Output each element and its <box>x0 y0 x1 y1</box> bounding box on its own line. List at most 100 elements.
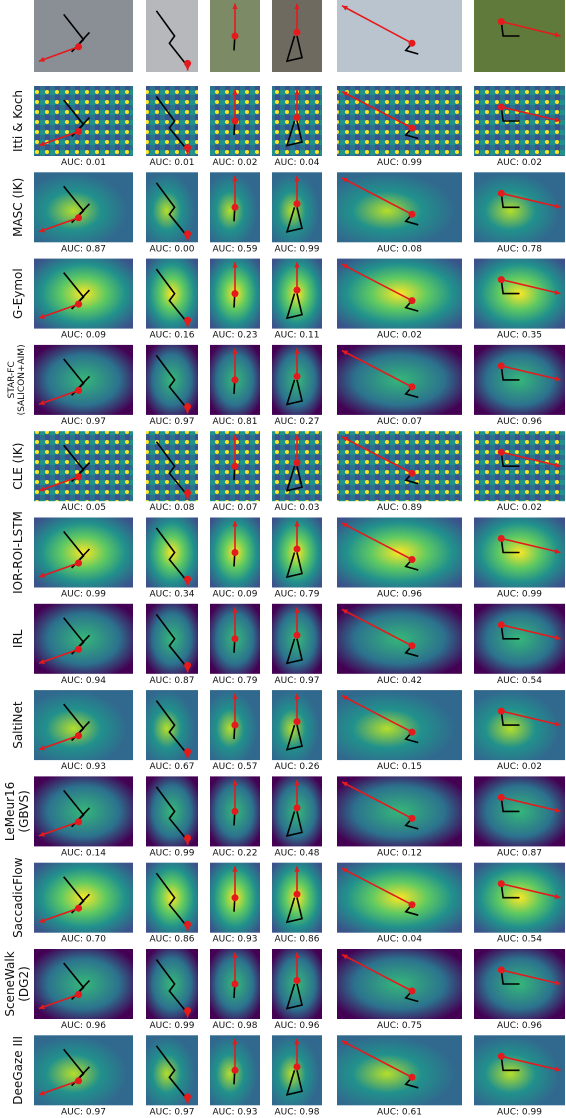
arrow-head <box>554 289 561 295</box>
arrow-head <box>294 175 300 182</box>
auc-label: AUC: 0.78 <box>497 244 542 254</box>
saliency-map <box>146 258 198 329</box>
auc-label: AUC: 0.99 <box>497 1107 542 1117</box>
scanpath <box>500 279 520 295</box>
arrow-head <box>38 227 45 233</box>
model-label: IOR-ROI-LSTM <box>11 511 25 594</box>
arrow-head <box>342 177 348 183</box>
fixation <box>293 718 301 726</box>
arrow-head <box>554 980 561 986</box>
auc-label: AUC: 0.93 <box>213 1107 258 1117</box>
scanpath <box>500 365 520 381</box>
arrow-head <box>232 348 238 354</box>
saccade-arrow <box>501 1055 561 1072</box>
saliency-map <box>146 603 198 674</box>
saccade-arrow <box>341 953 413 992</box>
fixation <box>293 1063 301 1071</box>
arrow-head <box>232 693 238 700</box>
scanpath <box>155 1045 189 1101</box>
auc-label: AUC: 0.08 <box>377 244 422 254</box>
auc-label: AUC: 0.89 <box>377 503 422 513</box>
model-label: STAR-FC(SALICON+AIM) <box>7 344 27 415</box>
saccade-arrow <box>501 20 561 37</box>
fixation <box>231 635 239 643</box>
saccade-arrow <box>341 1040 413 1079</box>
model-label-line: SceneWalk <box>3 951 17 1016</box>
arrow-head <box>38 313 45 319</box>
arrow-head <box>294 952 300 958</box>
fixation <box>408 556 416 563</box>
scanpath <box>285 293 303 320</box>
scanpath <box>285 120 303 147</box>
saccade-arrow <box>501 796 561 813</box>
arrow-head <box>342 350 348 356</box>
fixation <box>75 991 83 998</box>
fixation <box>497 448 505 456</box>
auc-label: AUC: 0.02 <box>497 762 542 772</box>
arrow-head <box>232 521 238 527</box>
saliency-map <box>146 517 198 588</box>
saccade-arrow <box>341 867 413 906</box>
saccade-arrow <box>38 648 79 665</box>
auc-label: AUC: 0.22 <box>213 848 258 858</box>
arrow-head <box>38 400 45 406</box>
scanpath <box>500 624 520 640</box>
fixation <box>75 128 83 135</box>
model-label-line: LeMeur16 <box>3 782 17 841</box>
model-label: CLE (IK) <box>11 443 25 490</box>
scanpath <box>285 207 303 233</box>
fixation <box>293 804 301 812</box>
saccade-arrow <box>38 475 79 492</box>
saccade-arrow <box>501 537 561 554</box>
saccade-arrow <box>38 993 79 1010</box>
arrow-head <box>294 262 300 268</box>
scanpath <box>285 724 303 751</box>
arrow-head <box>554 462 561 468</box>
fixation <box>184 230 192 238</box>
auc-label: AUC: 0.96 <box>275 1021 320 1031</box>
scanpath <box>285 379 303 406</box>
auc-label: AUC: 0.26 <box>275 762 320 772</box>
fixation <box>75 473 83 481</box>
arrow-head <box>554 721 561 727</box>
fixation <box>231 1066 239 1074</box>
auc-label: AUC: 0.09 <box>61 331 106 341</box>
model-label-line: (GBVS) <box>17 790 31 832</box>
scanpath <box>500 21 520 37</box>
fixation <box>408 383 416 391</box>
arrow-head <box>554 893 561 899</box>
fixation <box>293 890 301 898</box>
fixation <box>75 732 83 740</box>
saliency-map <box>34 603 133 674</box>
saccade-arrow <box>38 734 79 751</box>
auc-label: AUC: 0.08 <box>150 503 195 513</box>
scanpath <box>155 613 189 669</box>
fixation <box>497 1052 505 1060</box>
auc-label: AUC: 0.35 <box>497 331 542 341</box>
arrow-head <box>294 779 300 786</box>
scanpath <box>285 983 303 1010</box>
saliency-map <box>146 86 198 156</box>
saliency-map <box>34 690 133 761</box>
fixation <box>293 200 301 208</box>
auc-label: AUC: 0.09 <box>213 590 258 600</box>
saccade-arrow <box>38 907 79 923</box>
auc-label: AUC: 0.54 <box>497 935 542 945</box>
scanpath <box>285 638 303 665</box>
scanpath <box>155 959 189 1014</box>
arrow-head <box>38 917 45 923</box>
saliency-map <box>146 949 198 1019</box>
auc-label: AUC: 0.96 <box>497 417 542 427</box>
auc-label: AUC: 0.94 <box>61 676 106 686</box>
fixation <box>184 403 192 410</box>
auc-label: AUC: 0.02 <box>377 331 422 341</box>
scanpath <box>500 193 520 209</box>
fixation <box>184 575 192 583</box>
saliency-map <box>34 1035 133 1106</box>
fixation <box>497 535 505 542</box>
arrow-head <box>38 572 45 578</box>
auc-label: AUC: 0.03 <box>275 503 320 513</box>
fixation <box>408 728 416 736</box>
auc-label: AUC: 0.14 <box>61 848 106 858</box>
